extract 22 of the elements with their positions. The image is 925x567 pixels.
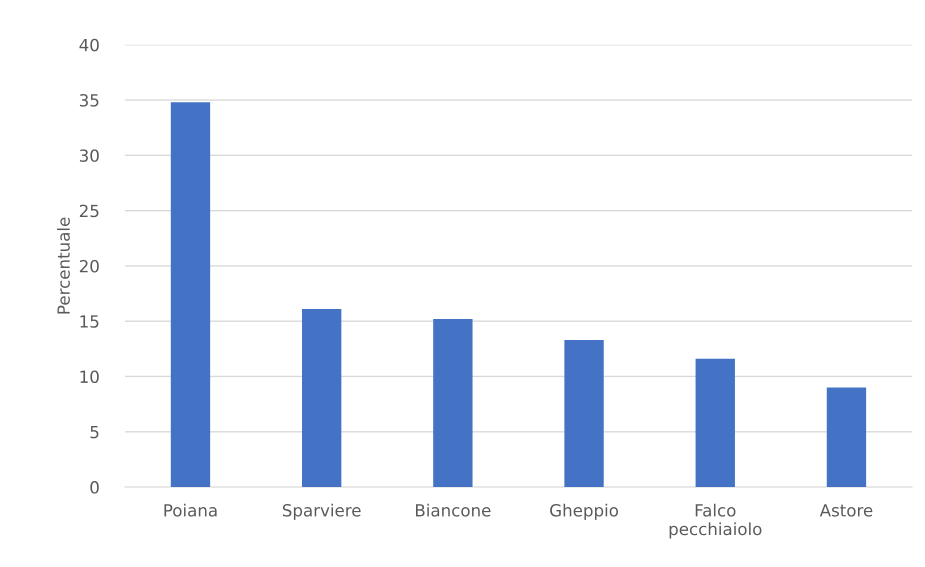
- bar: [170, 102, 210, 488]
- y-tick-label: 35: [80, 94, 98, 107]
- bar: [302, 309, 342, 488]
- y-tick-label: 10: [80, 370, 99, 384]
- x-tick-label: Astore: [820, 504, 872, 517]
- x-tick-label: Gheppio: [550, 504, 618, 520]
- y-tick-label: 30: [80, 149, 99, 162]
- x-tick-label: Poiana: [164, 504, 217, 517]
- bar: [826, 388, 866, 488]
- bar: [696, 358, 735, 488]
- x-tick-label: Biancone: [416, 504, 490, 517]
- y-axis-title: Percentuale: [56, 218, 70, 314]
- bar: [433, 318, 473, 488]
- bar: [564, 340, 604, 488]
- y-tick-label: 40: [79, 38, 99, 52]
- y-tick-label: 5: [90, 426, 98, 438]
- y-tick-label: 0: [90, 481, 99, 494]
- x-tick-label: Sparviere: [282, 504, 361, 520]
- y-tick-label: 20: [80, 260, 99, 272]
- y-tick-label: 15: [80, 315, 98, 328]
- y-tick-label: 25: [80, 204, 98, 218]
- x-tick-label: Falco pecchiaiolo: [670, 504, 762, 539]
